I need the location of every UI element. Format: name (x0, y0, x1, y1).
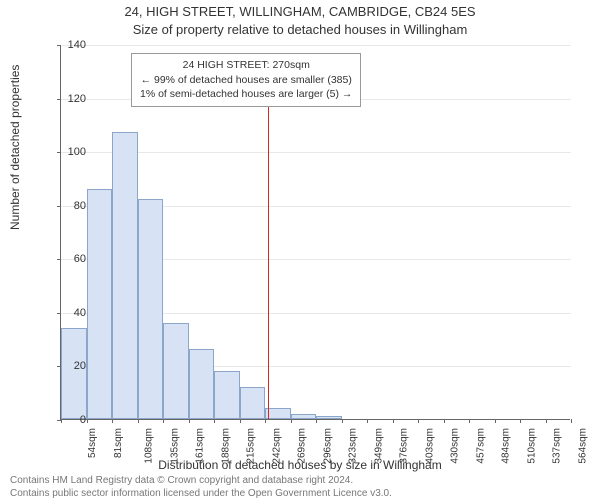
xtick-mark (342, 419, 343, 423)
chart-title-sub: Size of property relative to detached ho… (0, 22, 600, 37)
ytick-mark (57, 45, 61, 46)
xtick-label: 135sqm (169, 428, 180, 464)
xtick-mark (214, 419, 215, 423)
xtick-label: 296sqm (322, 428, 333, 464)
histogram-bar (189, 349, 215, 419)
xtick-mark (316, 419, 317, 423)
xtick-mark (61, 419, 62, 423)
ytick-mark (57, 259, 61, 260)
annotation-line3: 1% of semi-detached houses are larger (5… (140, 87, 352, 102)
ytick-label: 20 (74, 360, 86, 372)
gridline (61, 152, 571, 153)
histogram-bar (240, 387, 266, 419)
ytick-label: 100 (68, 146, 86, 158)
xtick-mark (367, 419, 368, 423)
footer-attribution: Contains HM Land Registry data © Crown c… (10, 474, 392, 500)
xtick-label: 188sqm (220, 428, 231, 464)
chart-title-main: 24, HIGH STREET, WILLINGHAM, CAMBRIDGE, … (0, 4, 600, 19)
histogram-bar (61, 328, 87, 419)
annotation-line1: 24 HIGH STREET: 270sqm (140, 58, 352, 73)
xtick-mark (163, 419, 164, 423)
histogram-bar (163, 323, 189, 419)
xtick-label: 108sqm (144, 428, 155, 464)
xtick-label: 269sqm (297, 428, 308, 464)
histogram-bar (87, 189, 113, 419)
footer-line1: Contains HM Land Registry data © Crown c… (10, 474, 392, 487)
chart-area: 24 HIGH STREET: 270sqm← 99% of detached … (60, 45, 570, 420)
xtick-label: 564sqm (577, 428, 588, 464)
plot-area: 24 HIGH STREET: 270sqm← 99% of detached … (60, 45, 570, 420)
ytick-mark (57, 313, 61, 314)
annotation-box: 24 HIGH STREET: 270sqm← 99% of detached … (131, 53, 361, 107)
xtick-mark (112, 419, 113, 423)
ytick-label: 0 (80, 414, 86, 426)
ytick-mark (57, 99, 61, 100)
gridline (61, 45, 571, 46)
xtick-label: 537sqm (552, 428, 563, 464)
xtick-mark (520, 419, 521, 423)
xtick-label: 161sqm (195, 428, 206, 464)
xtick-label: 242sqm (271, 428, 282, 464)
xtick-label: 349sqm (373, 428, 384, 464)
xtick-label: 376sqm (399, 428, 410, 464)
xtick-label: 54sqm (87, 428, 98, 458)
xtick-mark (444, 419, 445, 423)
ytick-label: 140 (68, 39, 86, 51)
xtick-mark (189, 419, 190, 423)
ytick-label: 40 (74, 307, 86, 319)
xtick-label: 403sqm (424, 428, 435, 464)
xtick-mark (571, 419, 572, 423)
xtick-mark (265, 419, 266, 423)
xtick-label: 81sqm (113, 428, 124, 458)
ytick-mark (57, 206, 61, 207)
xtick-label: 510sqm (526, 428, 537, 464)
annotation-line2: ← 99% of detached houses are smaller (38… (140, 73, 352, 88)
ytick-label: 60 (74, 253, 86, 265)
xtick-mark (546, 419, 547, 423)
xtick-label: 215sqm (246, 428, 257, 464)
histogram-bar (138, 199, 164, 419)
histogram-bar (316, 416, 342, 419)
xtick-mark (393, 419, 394, 423)
xtick-mark (291, 419, 292, 423)
xtick-mark (418, 419, 419, 423)
y-axis-label: Number of detached properties (8, 65, 22, 230)
marker-line (268, 55, 270, 419)
ytick-label: 120 (68, 93, 86, 105)
histogram-bar (214, 371, 240, 419)
xtick-label: 430sqm (450, 428, 461, 464)
histogram-bar (112, 132, 138, 419)
xtick-mark (495, 419, 496, 423)
ytick-mark (57, 152, 61, 153)
xtick-mark (87, 419, 88, 423)
xtick-label: 323sqm (348, 428, 359, 464)
xtick-mark (138, 419, 139, 423)
xtick-label: 484sqm (501, 428, 512, 464)
xtick-label: 457sqm (475, 428, 486, 464)
footer-line2: Contains public sector information licen… (10, 487, 392, 500)
xtick-mark (469, 419, 470, 423)
ytick-label: 80 (74, 200, 86, 212)
histogram-bar (291, 414, 317, 419)
xtick-mark (240, 419, 241, 423)
